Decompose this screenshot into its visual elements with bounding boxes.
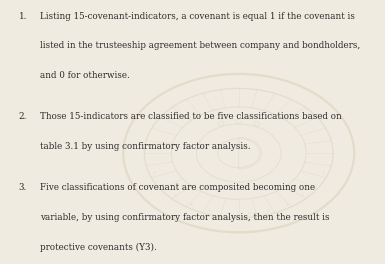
Text: 2.: 2. — [18, 112, 27, 121]
Text: Listing 15-covenant-indicators, a covenant is equal 1 if the covenant is: Listing 15-covenant-indicators, a covena… — [40, 12, 355, 21]
Text: Those 15-indicators are classified to be five classifications based on: Those 15-indicators are classified to be… — [40, 112, 342, 121]
Text: and 0 for otherwise.: and 0 for otherwise. — [40, 71, 130, 80]
Text: 1.: 1. — [18, 12, 27, 21]
Text: protective covenants (Y3).: protective covenants (Y3). — [40, 243, 157, 252]
Text: listed in the trusteeship agreement between company and bondholders,: listed in the trusteeship agreement betw… — [40, 41, 361, 50]
Text: table 3.1 by using confirmatory factor analysis.: table 3.1 by using confirmatory factor a… — [40, 142, 251, 151]
Text: 3.: 3. — [18, 183, 27, 192]
Text: Five classifications of covenant are composited becoming one: Five classifications of covenant are com… — [40, 183, 316, 192]
Text: variable, by using confirmatory factor analysis, then the result is: variable, by using confirmatory factor a… — [40, 213, 330, 222]
